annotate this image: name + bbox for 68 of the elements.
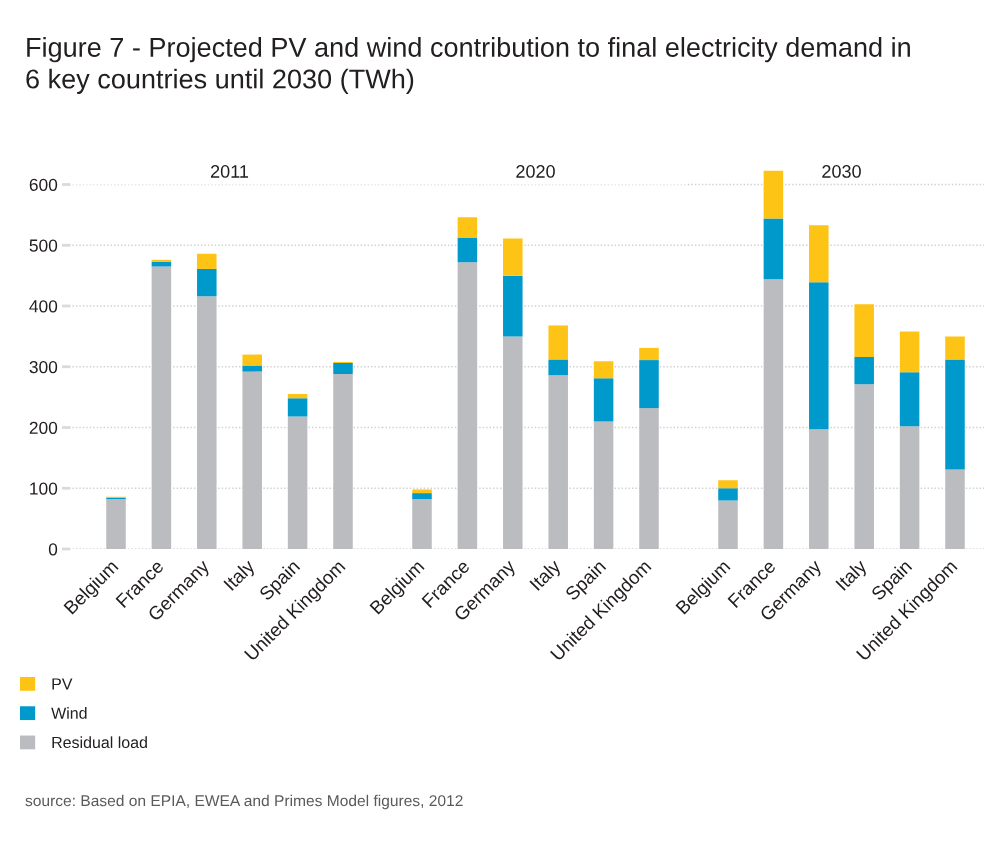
bar xyxy=(763,218,784,280)
bar xyxy=(548,359,568,376)
bar xyxy=(718,500,738,549)
y-tick-label: 600 xyxy=(29,178,58,191)
source-note: source: Based on EPIA, EWEA and Primes Model figures, 2012 xyxy=(25,794,463,810)
bar xyxy=(287,394,308,399)
bar xyxy=(333,363,353,375)
legend-label: Residual load xyxy=(52,736,147,749)
bar xyxy=(809,225,829,283)
bar xyxy=(639,408,659,549)
bar xyxy=(457,237,478,263)
bar xyxy=(945,359,965,470)
bar xyxy=(639,347,659,361)
bar xyxy=(718,488,738,501)
bar xyxy=(593,421,614,549)
y-tick-label: 400 xyxy=(29,300,58,313)
bar xyxy=(503,336,523,549)
bar xyxy=(412,499,432,549)
y-tick-label: 100 xyxy=(30,482,58,495)
x-tick-label: Italy xyxy=(528,558,565,594)
bar xyxy=(639,360,659,409)
bar xyxy=(197,296,217,549)
bar xyxy=(151,266,172,549)
bar xyxy=(899,426,920,549)
bar xyxy=(593,361,614,379)
y-tick-label: 300 xyxy=(29,360,58,374)
bar xyxy=(503,238,523,276)
bar xyxy=(718,480,738,489)
bar xyxy=(809,282,829,430)
bar xyxy=(242,371,262,549)
bar xyxy=(197,253,217,269)
bar xyxy=(763,279,784,549)
bar xyxy=(412,489,432,494)
bar xyxy=(593,378,614,422)
y-tick-label: 200 xyxy=(29,421,58,434)
text: Figure 7 - Projected PV and wind contribution to final electricity demand in 6 key countries until 2030 (TWh) xyxy=(26,37,910,94)
bar xyxy=(242,354,262,366)
bar xyxy=(809,429,829,549)
bar xyxy=(899,331,920,373)
bar xyxy=(503,275,523,337)
chart-title: 2030 xyxy=(822,165,861,178)
x-tick-label: Italy xyxy=(834,558,871,594)
chart-title: 2020 xyxy=(516,165,555,178)
bar xyxy=(106,499,126,549)
bar xyxy=(854,384,874,549)
bar xyxy=(333,374,353,549)
legend-label: PV xyxy=(52,678,73,690)
legend-label: Wind xyxy=(51,707,87,719)
bar xyxy=(412,493,432,500)
y-tick-label: 0 xyxy=(48,543,58,556)
bar xyxy=(151,261,172,267)
bar xyxy=(854,304,874,358)
bar xyxy=(945,469,965,549)
bar xyxy=(548,325,568,360)
x-tick-label: Italy xyxy=(222,558,259,594)
bar xyxy=(548,375,568,549)
bar xyxy=(457,262,478,549)
y-tick-label: 500 xyxy=(29,239,58,252)
bar xyxy=(899,372,920,427)
bar xyxy=(287,416,308,549)
bar xyxy=(945,336,965,360)
bar xyxy=(854,357,874,385)
chart-title: 2011 xyxy=(210,165,249,178)
bar xyxy=(457,217,478,238)
bar xyxy=(763,170,784,219)
bar xyxy=(242,365,262,372)
bar xyxy=(287,398,308,417)
bar xyxy=(197,268,217,297)
